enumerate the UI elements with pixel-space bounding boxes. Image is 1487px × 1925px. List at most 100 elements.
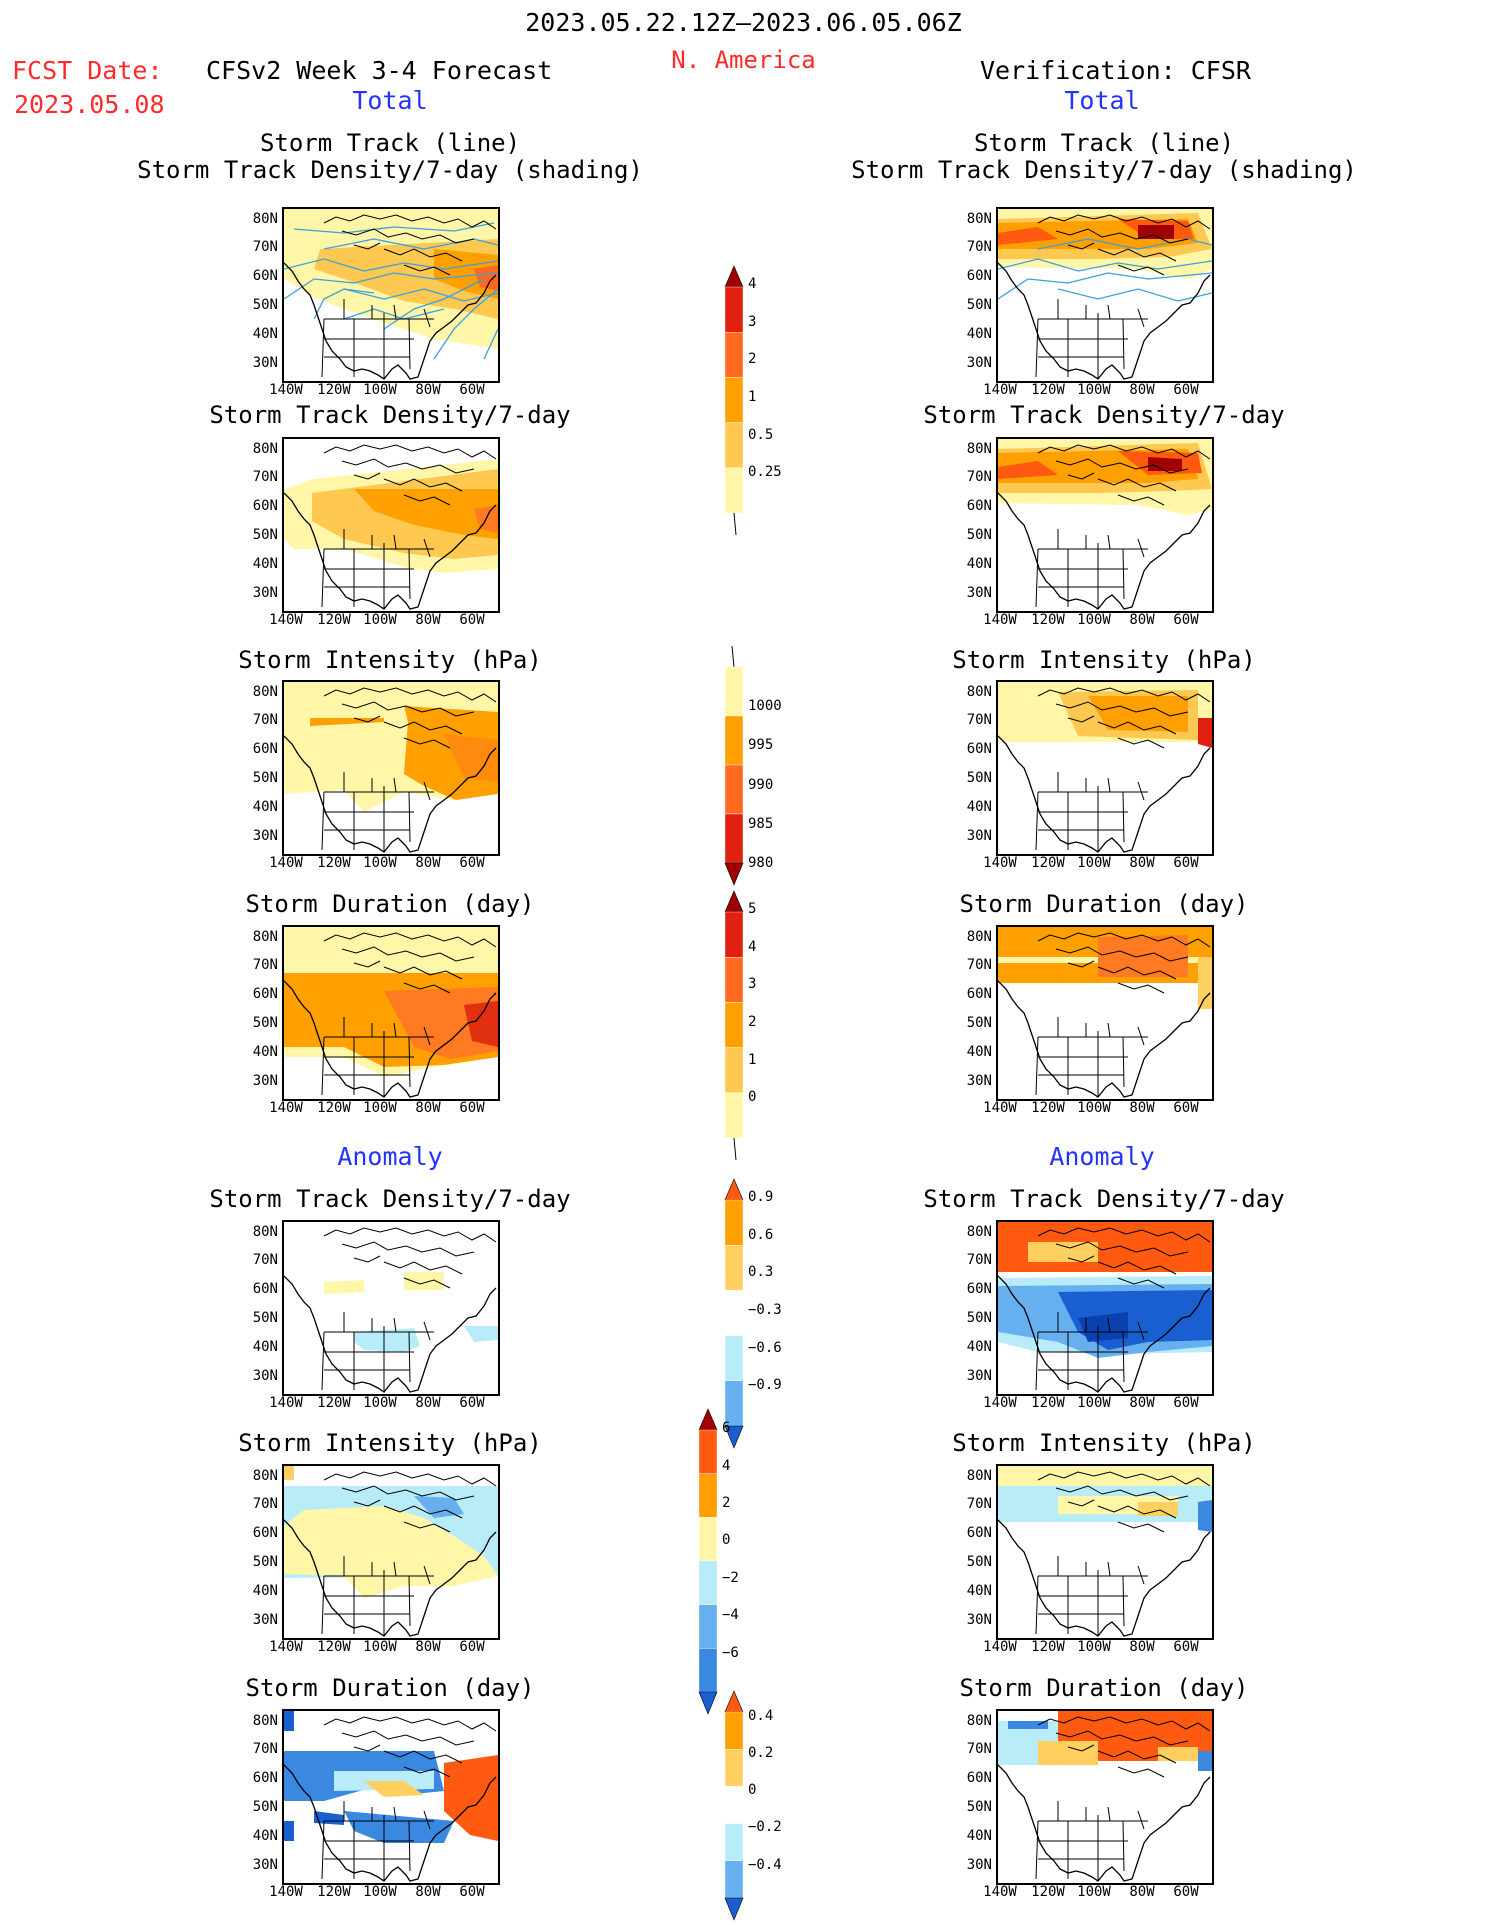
colorbar-segment — [724, 1823, 744, 1862]
shading-region — [998, 227, 1058, 245]
fcst-date-value: 2023.05.08 — [14, 90, 165, 119]
lat-tick-label: 80N — [966, 929, 992, 945]
verif-track-map-shading — [998, 209, 1212, 380]
storm-track-line — [1057, 288, 1212, 302]
lon-tick-label: 60W — [1173, 612, 1199, 628]
lon-tick-label: 80W — [415, 1639, 441, 1655]
colorbar-label: 1 — [748, 1051, 757, 1068]
state-borders — [321, 529, 434, 609]
colorbar-arrow — [724, 1178, 744, 1201]
colorbar-intensity_anom — [698, 1408, 718, 1715]
lat-tick-label: 70N — [252, 1496, 278, 1512]
lat-tick-label: 40N — [966, 1583, 992, 1599]
region-title: N. America — [671, 46, 816, 74]
colorbar-segment — [724, 377, 744, 423]
lat-tick-label: 70N — [252, 239, 278, 255]
lat-tick-label: 70N — [252, 712, 278, 728]
state-borders — [1035, 772, 1148, 852]
state-borders — [321, 1556, 434, 1636]
lat-tick-label: 80N — [252, 211, 278, 227]
colorbar-label: 0.4 — [748, 1707, 774, 1724]
lat-tick-label: 50N — [966, 1799, 992, 1815]
verif-duration-anom-map — [996, 1709, 1214, 1885]
colorbar-segment — [724, 1244, 744, 1291]
lon-tick-label: 100W — [1077, 612, 1111, 628]
state-borders — [321, 299, 434, 379]
colorbar-label: 2 — [722, 1494, 731, 1511]
arctic-islands — [1037, 214, 1211, 276]
verif-density-map-shading — [998, 439, 1212, 610]
colorbar-intensity_total — [724, 645, 744, 886]
arctic-islands — [1037, 444, 1211, 506]
colorbar-segment — [724, 331, 744, 378]
colorbar-arrow — [724, 265, 744, 288]
lon-tick-label: 140W — [269, 1639, 303, 1655]
lat-tick-label: 60N — [966, 498, 992, 514]
lon-tick-label: 120W — [1031, 1395, 1065, 1411]
lon-tick-label: 80W — [415, 1100, 441, 1116]
colorbar-label: 0 — [748, 1089, 757, 1106]
lat-tick-label: 40N — [252, 799, 278, 815]
lat-tick-label: 40N — [966, 1339, 992, 1355]
colorbar-segment — [724, 1749, 744, 1787]
colorbar-label: 0.9 — [748, 1188, 774, 1205]
lat-tick-label: 30N — [966, 1857, 992, 1873]
arctic-islands — [1037, 932, 1211, 994]
colorbar-segment — [724, 286, 744, 333]
lon-tick-label: 100W — [1077, 382, 1111, 398]
arctic-islands — [1037, 687, 1211, 749]
lon-tick-label: 120W — [1031, 1639, 1065, 1655]
lat-tick-label: 30N — [966, 1073, 992, 1089]
colorbar-label: 2 — [748, 351, 757, 368]
colorbar-arrow — [724, 890, 744, 913]
lat-tick-label: 40N — [966, 326, 992, 342]
fcst-date-label: FCST Date: — [12, 56, 163, 85]
lon-tick-label: 60W — [1173, 1100, 1199, 1116]
left-panel3-title: Storm Intensity (hPa) — [238, 646, 542, 674]
lon-tick-label: 80W — [1129, 1100, 1155, 1116]
lat-tick-label: 50N — [966, 770, 992, 786]
storm-track-line — [483, 328, 498, 360]
colorbar-segment — [724, 422, 744, 469]
arctic-islands — [1037, 1227, 1211, 1289]
lat-tick-label: 30N — [966, 355, 992, 371]
arctic-islands — [323, 214, 497, 276]
shading-region — [354, 1328, 420, 1352]
colorbar-tail — [731, 645, 735, 668]
lat-tick-label: 80N — [252, 929, 278, 945]
lat-tick-label: 70N — [966, 1496, 992, 1512]
shading-region — [284, 1466, 294, 1480]
shading-region — [284, 1506, 498, 1598]
colorbar-label: 0.5 — [748, 426, 774, 443]
lon-tick-label: 140W — [983, 855, 1017, 871]
colorbar-label: −6 — [722, 1644, 739, 1661]
storm-track-line — [313, 288, 375, 320]
shading-region — [474, 265, 498, 291]
shading-region — [284, 1711, 294, 1731]
shading-region — [1098, 935, 1188, 977]
colorbar-label: 0.6 — [748, 1226, 774, 1243]
lat-tick-label: 60N — [966, 1770, 992, 1786]
lat-tick-label: 50N — [252, 1310, 278, 1326]
shading-region — [1198, 718, 1212, 748]
colorbar-label: 985 — [748, 815, 774, 832]
colorbar-density_total — [724, 265, 744, 536]
colorbar-label: −0.3 — [748, 1301, 782, 1318]
lat-tick-label: 60N — [252, 1281, 278, 1297]
lat-tick-label: 60N — [252, 268, 278, 284]
fcst-duration-map-shading — [284, 927, 498, 1098]
storm-track-line — [284, 272, 498, 300]
colorbar-segment — [724, 956, 744, 1003]
lat-tick-label: 40N — [252, 1828, 278, 1844]
left-panel1-title-line1: Storm Track (line) — [259, 129, 521, 157]
colorbar-segment — [698, 1517, 718, 1562]
shading-region — [464, 1001, 498, 1047]
lat-tick-label: 50N — [252, 527, 278, 543]
state-borders — [1035, 529, 1148, 609]
shading-region — [464, 1326, 498, 1342]
left-panel4-title: Storm Duration (day) — [245, 890, 535, 918]
lon-tick-label: 60W — [1173, 1884, 1199, 1900]
lon-tick-label: 100W — [363, 1639, 397, 1655]
lat-tick-label: 50N — [252, 770, 278, 786]
lat-tick-label: 40N — [252, 1583, 278, 1599]
